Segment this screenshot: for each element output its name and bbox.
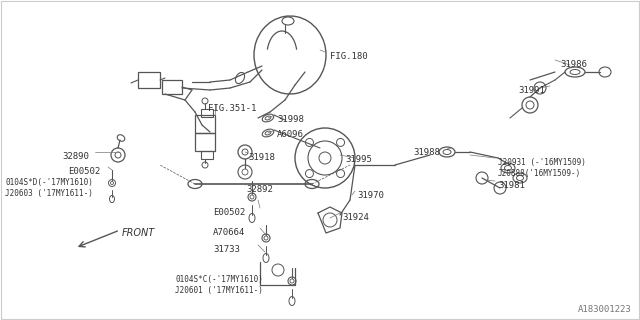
Text: 31924: 31924: [342, 213, 369, 222]
Text: 31998: 31998: [277, 115, 304, 124]
Bar: [138, 72, 160, 88]
Text: J20603 ('17MY1611-): J20603 ('17MY1611-): [5, 189, 93, 198]
Text: 31988: 31988: [413, 148, 440, 157]
Text: A70664: A70664: [213, 228, 245, 237]
Text: 0104S*D(-'17MY1610): 0104S*D(-'17MY1610): [5, 178, 93, 187]
Text: 32892: 32892: [246, 185, 273, 194]
Text: 0104S*C(-'17MY1610): 0104S*C(-'17MY1610): [175, 275, 263, 284]
Text: J20888('16MY1509-): J20888('16MY1509-): [498, 169, 581, 178]
Bar: [195, 115, 215, 133]
Text: FRONT: FRONT: [122, 228, 156, 238]
Text: A6096: A6096: [277, 130, 304, 139]
Bar: [201, 109, 213, 117]
Text: 31918: 31918: [248, 153, 275, 162]
Text: 31995: 31995: [345, 155, 372, 164]
Bar: [162, 80, 182, 94]
Text: 31733: 31733: [213, 245, 240, 254]
Text: 31981: 31981: [498, 181, 525, 190]
Text: 32890: 32890: [62, 152, 89, 161]
Text: E00502: E00502: [213, 208, 245, 217]
Bar: [201, 151, 213, 159]
Text: E00502: E00502: [68, 167, 100, 176]
Text: 31986: 31986: [560, 60, 587, 69]
Text: 31991: 31991: [518, 86, 545, 95]
Text: FIG.180: FIG.180: [330, 52, 367, 61]
Text: 31970: 31970: [357, 191, 384, 200]
Text: A183001223: A183001223: [579, 305, 632, 314]
Bar: [195, 133, 215, 151]
Text: J20601 ('17MY1611-): J20601 ('17MY1611-): [175, 286, 263, 295]
Text: J20931 (-'16MY1509): J20931 (-'16MY1509): [498, 158, 586, 167]
Text: FIG.351-1: FIG.351-1: [208, 104, 257, 113]
